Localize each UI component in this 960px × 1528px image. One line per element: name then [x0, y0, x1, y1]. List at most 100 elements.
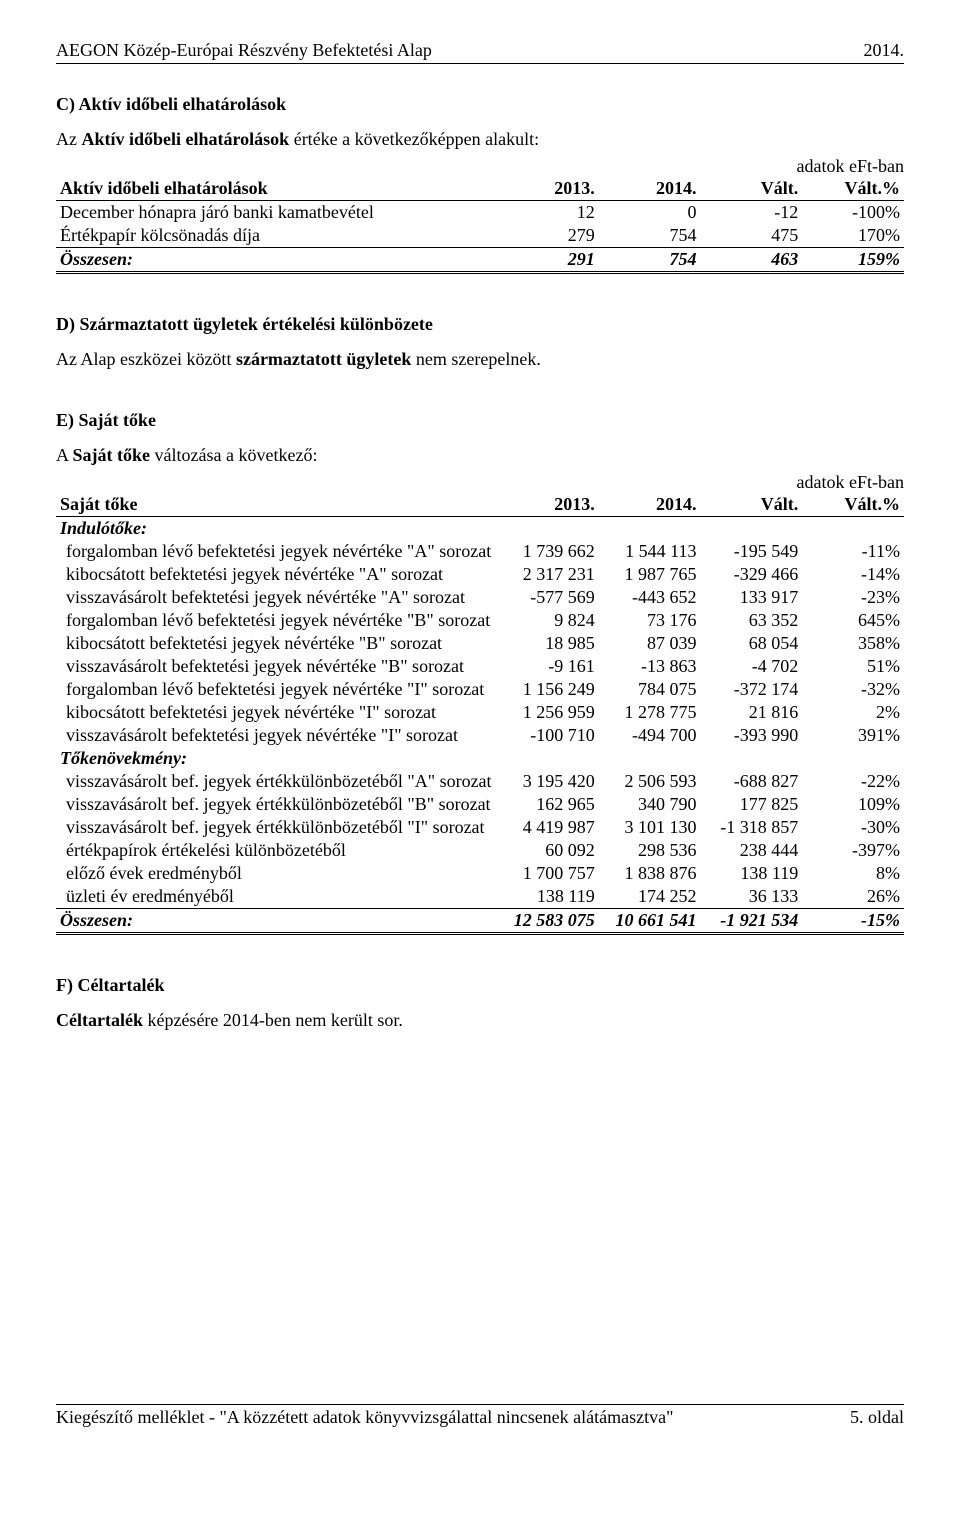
col-header: Vált.%: [802, 177, 904, 201]
page-footer: Kiegészítő melléklet - "A közzétett adat…: [56, 1404, 904, 1428]
text-bold: Aktív időbeli elhatárolások: [82, 129, 290, 149]
cell-value: -23%: [802, 586, 904, 609]
text: értéke a következőképpen alakult:: [289, 129, 539, 149]
table-row: visszavásárolt bef. jegyek értékkülönböz…: [56, 793, 904, 816]
group-label: Indulótőke:: [56, 517, 904, 541]
table-e: Saját tőke 2013. 2014. Vált. Vált.% Indu…: [56, 493, 904, 935]
row-label: forgalomban lévő befektetési jegyek névé…: [56, 609, 497, 632]
table-row: kibocsátott befektetési jegyek névértéke…: [56, 632, 904, 655]
table-row: előző évek eredményből1 700 7571 838 876…: [56, 862, 904, 885]
table-row: December hónapra járó banki kamatbevétel…: [56, 201, 904, 225]
cell-value: -9 161: [497, 655, 599, 678]
row-label: visszavásárolt bef. jegyek értékkülönböz…: [56, 793, 497, 816]
sum-value: -15%: [802, 909, 904, 934]
cell-value: 1 156 249: [497, 678, 599, 701]
text-bold: Céltartalék: [56, 1010, 143, 1030]
sum-value: 291: [497, 248, 599, 273]
table-row: üzleti év eredményéből138 119174 25236 1…: [56, 885, 904, 909]
cell-value: 645%: [802, 609, 904, 632]
cell-value: -22%: [802, 770, 904, 793]
page-header: AEGON Közép-Európai Részvény Befektetési…: [56, 40, 904, 64]
cell-value: -397%: [802, 839, 904, 862]
cell-value: 1 278 775: [599, 701, 701, 724]
sum-value: -1 921 534: [700, 909, 802, 934]
sum-value: 754: [599, 248, 701, 273]
page: AEGON Közép-Európai Részvény Befektetési…: [0, 0, 960, 1458]
text: A: [56, 445, 73, 465]
cell-value: 1 987 765: [599, 563, 701, 586]
row-label: visszavásárolt befektetési jegyek névért…: [56, 724, 497, 747]
col-header: 2014.: [599, 177, 701, 201]
row-label: visszavásárolt bef. jegyek értékkülönböz…: [56, 816, 497, 839]
col-header: 2013.: [497, 493, 599, 517]
row-label: forgalomban lévő befektetési jegyek névé…: [56, 678, 497, 701]
table-row: visszavásárolt befektetési jegyek névért…: [56, 586, 904, 609]
text: Az: [56, 129, 82, 149]
group-row: Indulótőke:: [56, 517, 904, 541]
table-row: forgalomban lévő befektetési jegyek névé…: [56, 609, 904, 632]
cell-value: 279: [497, 224, 599, 248]
col-header: Vált.%: [802, 493, 904, 517]
section-d-text: Az Alap eszközei között származtatott üg…: [56, 349, 904, 370]
cell-value: 9 824: [497, 609, 599, 632]
section-e-intro: A Saját tőke változása a következő:: [56, 445, 904, 466]
cell-value: 754: [599, 224, 701, 248]
text-bold: származtatott ügyletek: [236, 349, 411, 369]
row-label: kibocsátott befektetési jegyek névértéke…: [56, 632, 497, 655]
cell-value: -393 990: [700, 724, 802, 747]
col-header: 2013.: [497, 177, 599, 201]
sum-label: Összesen:: [56, 248, 497, 273]
cell-value: 1 544 113: [599, 540, 701, 563]
col-header: Saját tőke: [56, 493, 497, 517]
cell-value: 3 101 130: [599, 816, 701, 839]
cell-value: -494 700: [599, 724, 701, 747]
cell-value: 87 039: [599, 632, 701, 655]
cell-value: 3 195 420: [497, 770, 599, 793]
cell-value: 358%: [802, 632, 904, 655]
cell-value: 177 825: [700, 793, 802, 816]
cell-value: 133 917: [700, 586, 802, 609]
cell-value: -32%: [802, 678, 904, 701]
sum-value: 159%: [802, 248, 904, 273]
table-header-row: Aktív időbeli elhatárolások 2013. 2014. …: [56, 177, 904, 201]
cell-value: -443 652: [599, 586, 701, 609]
cell-value: 60 092: [497, 839, 599, 862]
row-label: Értékpapír kölcsönadás díja: [56, 224, 497, 248]
cell-value: -1 318 857: [700, 816, 802, 839]
cell-value: -329 466: [700, 563, 802, 586]
cell-value: -372 174: [700, 678, 802, 701]
row-label: visszavásárolt befektetési jegyek névért…: [56, 586, 497, 609]
section-c-title: C) Aktív időbeli elhatárolások: [56, 94, 904, 115]
cell-value: -14%: [802, 563, 904, 586]
table-row: forgalomban lévő befektetési jegyek névé…: [56, 540, 904, 563]
section-e-title: E) Saját tőke: [56, 410, 904, 431]
table-row: visszavásárolt befektetési jegyek névért…: [56, 655, 904, 678]
row-label: előző évek eredményből: [56, 862, 497, 885]
cell-value: 8%: [802, 862, 904, 885]
cell-value: 21 816: [700, 701, 802, 724]
cell-value: 174 252: [599, 885, 701, 909]
cell-value: 1 838 876: [599, 862, 701, 885]
table-sum-row: Összesen: 291 754 463 159%: [56, 248, 904, 273]
cell-value: 298 536: [599, 839, 701, 862]
cell-value: 26%: [802, 885, 904, 909]
text: képzésére 2014-ben nem került sor.: [143, 1010, 403, 1030]
cell-value: 475: [700, 224, 802, 248]
row-label: forgalomban lévő befektetési jegyek névé…: [56, 540, 497, 563]
cell-value: -12: [700, 201, 802, 225]
cell-value: 0: [599, 201, 701, 225]
row-label: visszavásárolt befektetési jegyek névért…: [56, 655, 497, 678]
cell-value: -100 710: [497, 724, 599, 747]
section-f-text: Céltartalék képzésére 2014-ben nem kerül…: [56, 1010, 904, 1031]
table-row: forgalomban lévő befektetési jegyek névé…: [56, 678, 904, 701]
col-header: Vált.: [700, 177, 802, 201]
row-label: visszavásárolt bef. jegyek értékkülönböz…: [56, 770, 497, 793]
sum-value: 12 583 075: [497, 909, 599, 934]
cell-value: 162 965: [497, 793, 599, 816]
cell-value: -577 569: [497, 586, 599, 609]
text: nem szerepelnek.: [411, 349, 540, 369]
cell-value: -688 827: [700, 770, 802, 793]
cell-value: 51%: [802, 655, 904, 678]
cell-value: 340 790: [599, 793, 701, 816]
col-header: Aktív időbeli elhatárolások: [56, 177, 497, 201]
